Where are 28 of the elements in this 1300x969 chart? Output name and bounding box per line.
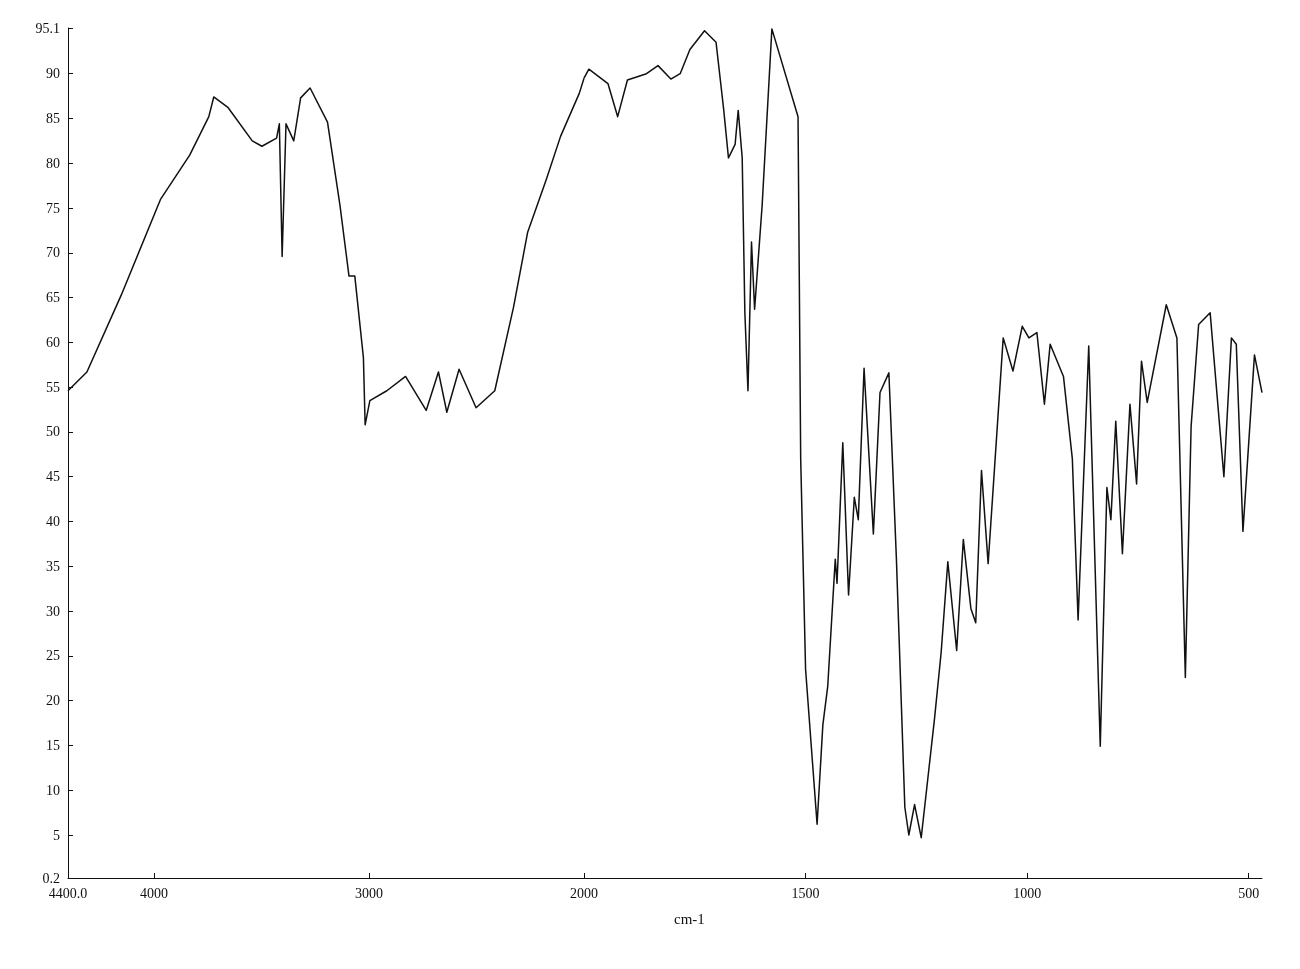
y-tick-label: 20 xyxy=(46,693,60,709)
y-tick-label: 45 xyxy=(46,469,60,485)
x-tick-label: 1000 xyxy=(1013,885,1042,901)
x-tick-label: 4000 xyxy=(140,885,168,901)
y-tick-label: 0.2 xyxy=(42,870,60,886)
x-tick-label: 1500 xyxy=(791,885,820,901)
y-tick-label: 30 xyxy=(46,603,60,619)
y-tick-label: 15 xyxy=(46,737,60,753)
y-tick-label: 90 xyxy=(46,66,60,82)
x-axis-title: cm-1 xyxy=(674,910,705,927)
y-tick-label: 80 xyxy=(46,155,60,171)
y-tick-label: 55 xyxy=(46,379,60,395)
y-tick-label: 40 xyxy=(46,514,60,530)
y-tick-label: 70 xyxy=(46,245,60,261)
x-tick-label: 2000 xyxy=(570,885,598,901)
y-tick-label: 85 xyxy=(46,110,60,126)
y-tick-label: 5 xyxy=(53,827,60,843)
y-tick-label: 60 xyxy=(46,334,60,350)
y-tick-label: 95.1 xyxy=(35,20,60,36)
y-tick-label: 75 xyxy=(46,200,60,216)
y-tick-label: 25 xyxy=(46,648,60,664)
y-tick-label: 35 xyxy=(46,558,60,574)
x-tick-label: 3000 xyxy=(355,885,383,901)
y-tick-label: 50 xyxy=(46,424,60,440)
x-tick-label: 500 xyxy=(1238,885,1260,901)
x-tick-label: 4400.0 xyxy=(48,885,88,901)
y-tick-label: 10 xyxy=(46,782,60,798)
y-tick-label: 65 xyxy=(46,290,60,306)
